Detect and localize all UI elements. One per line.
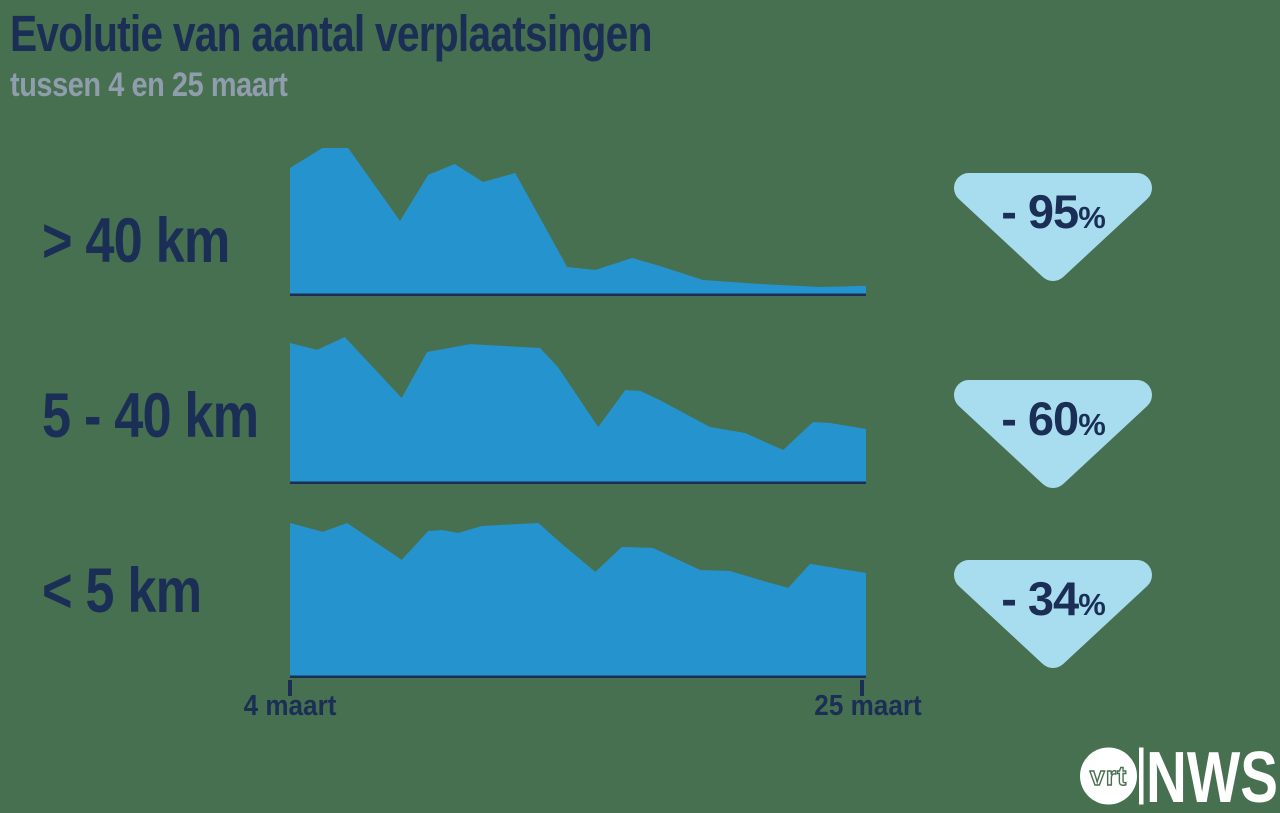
axis-tick-end xyxy=(860,680,864,696)
area-chart-over-40km xyxy=(290,148,866,296)
logo-divider-bar xyxy=(1139,747,1144,805)
axis-label-end: 25 maart xyxy=(814,690,922,722)
change-number: - 34 xyxy=(1001,572,1079,625)
series-label-under-5km: < 5 km xyxy=(42,556,202,626)
vrt-circle xyxy=(1080,747,1137,805)
vrt-nws-logo-icon: vrt NWS xyxy=(1080,738,1278,813)
area-chart-5-40km xyxy=(290,337,866,484)
change-value-under-5km: - 34% xyxy=(953,573,1153,631)
percent-sign: % xyxy=(1078,200,1106,235)
down-arrow-icon xyxy=(954,560,1152,668)
axis-tick-start xyxy=(288,680,292,696)
down-arrow-icon xyxy=(954,380,1152,488)
change-value-5-40km: - 60% xyxy=(953,393,1153,451)
change-value-over-40km: - 95% xyxy=(953,186,1153,244)
nws-wordmark: NWS xyxy=(1146,738,1278,813)
area-chart-under-5km xyxy=(290,523,866,678)
vrt-nws-logo: vrt NWS xyxy=(1080,738,1280,813)
percent-sign: % xyxy=(1078,587,1106,622)
axis-label-start: 4 maart xyxy=(243,690,337,722)
change-number: - 60 xyxy=(1001,392,1079,445)
page-title: Evolutie van aantal verplaatsingen xyxy=(10,5,653,62)
vrt-wordmark: vrt xyxy=(1090,761,1128,791)
series-label-5-40km: 5 - 40 km xyxy=(42,381,259,451)
series-label-over-40km: > 40 km xyxy=(42,206,230,276)
percent-sign: % xyxy=(1078,407,1106,442)
change-badge-over-40km: - 95% xyxy=(953,172,1153,284)
change-badge-under-5km: - 34% xyxy=(953,559,1153,671)
page-subtitle: tussen 4 en 25 maart xyxy=(10,66,288,104)
change-badge-5-40km: - 60% xyxy=(953,379,1153,491)
down-arrow-icon xyxy=(954,173,1152,281)
change-number: - 95 xyxy=(1001,185,1079,238)
